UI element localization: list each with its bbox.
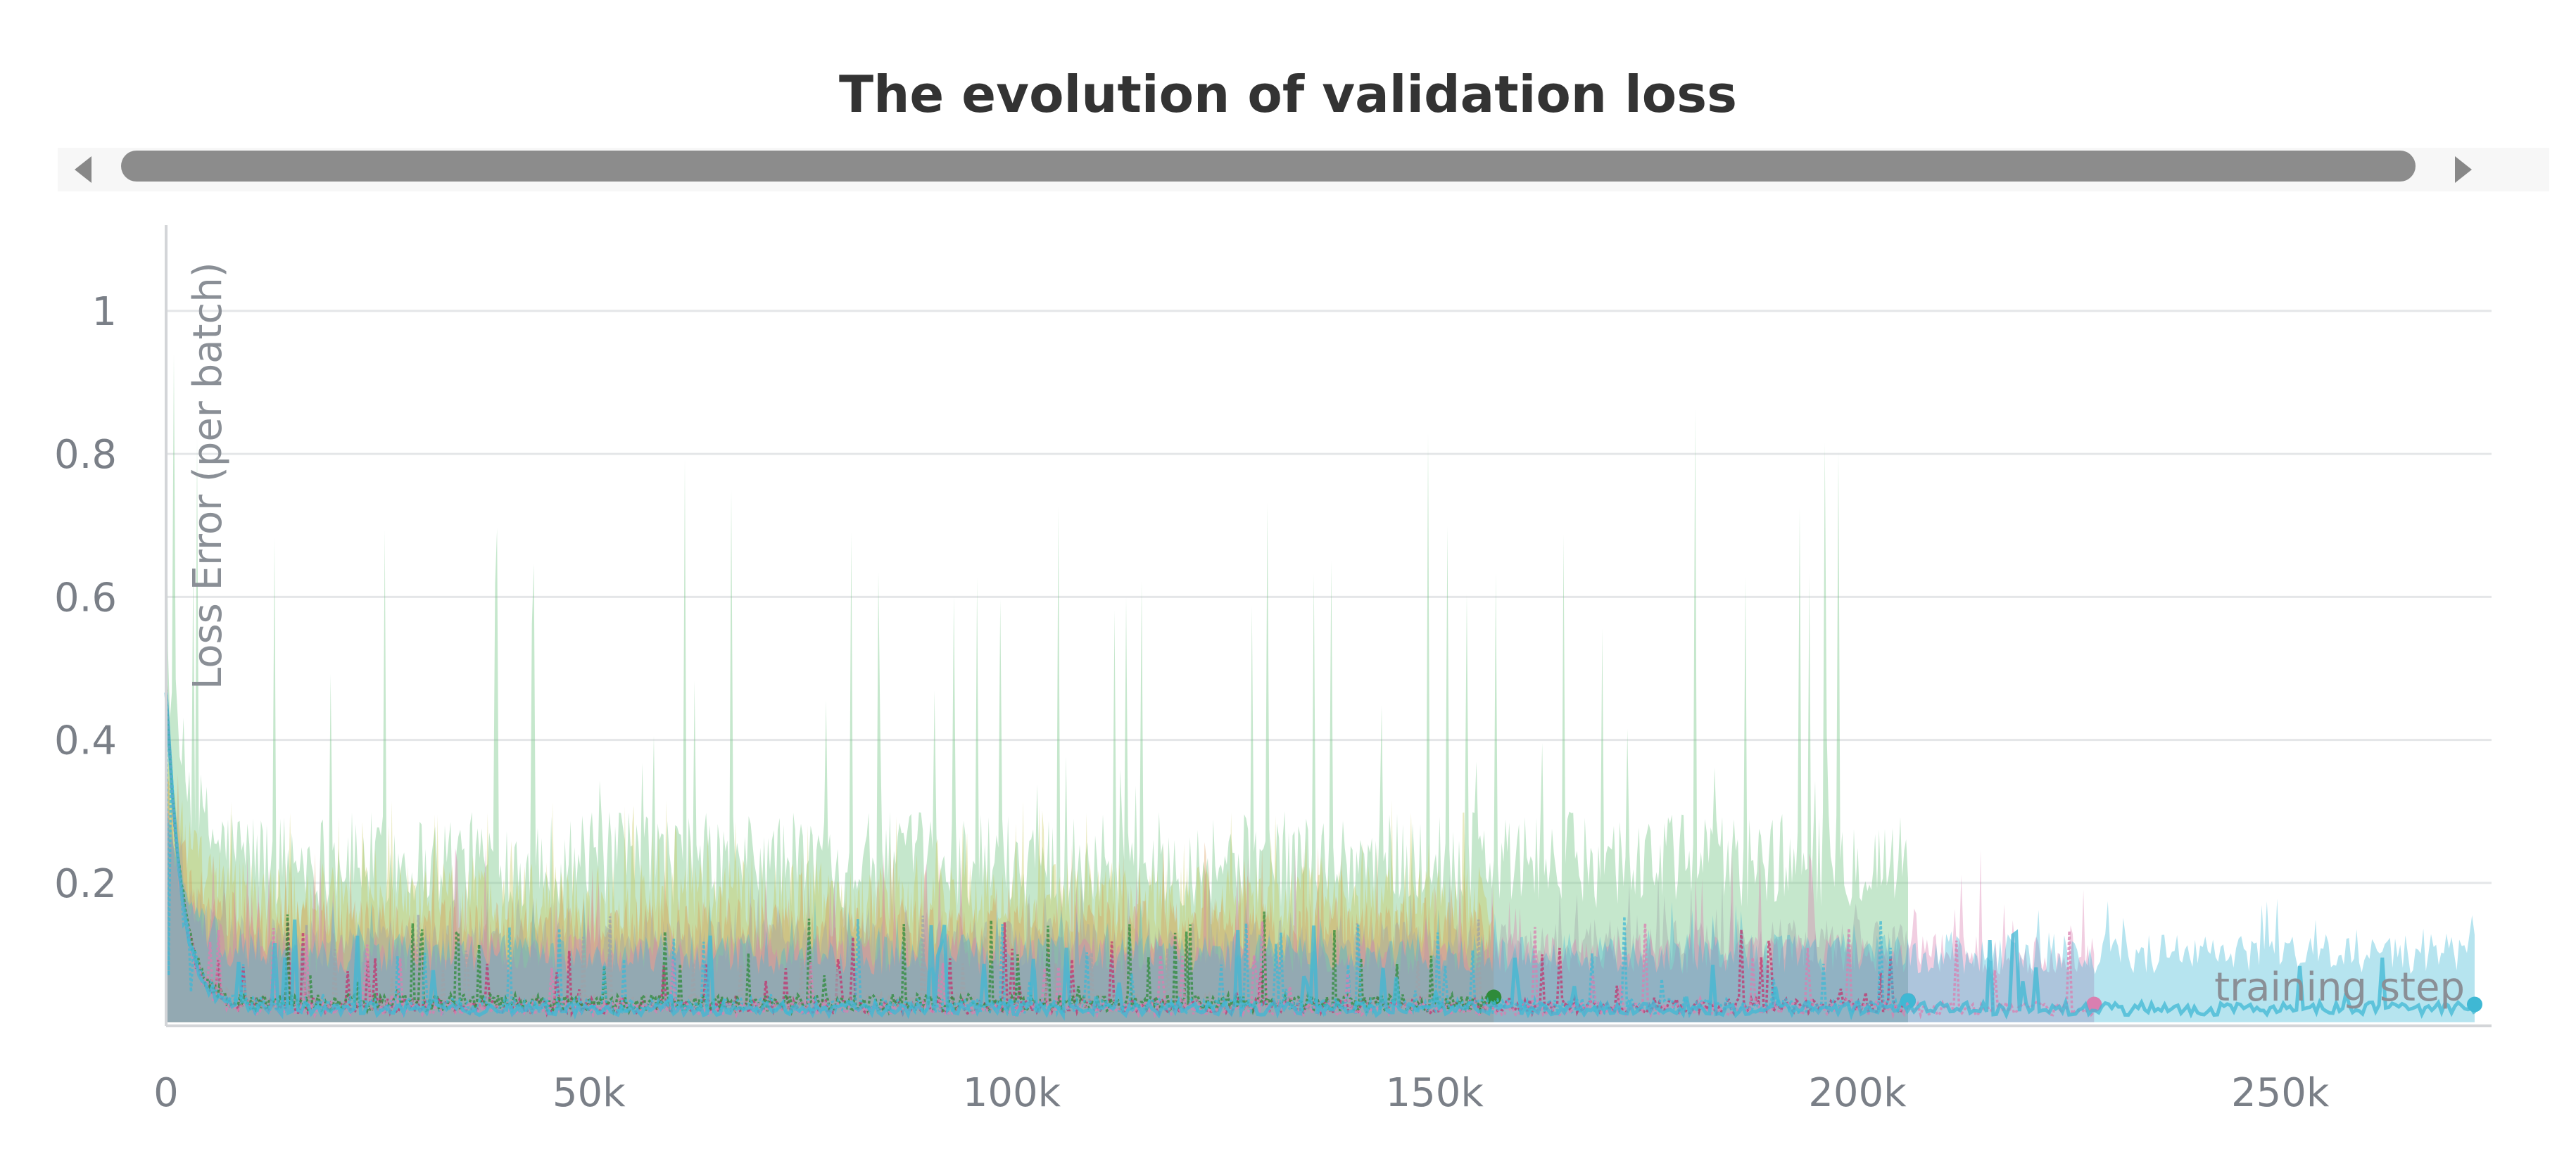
x-tick-label-4: 200k (1808, 1070, 1907, 1116)
y-axis-label: Loss Error (per batch) (185, 262, 231, 690)
y-tick-label-1: 0.4 (54, 718, 117, 764)
chart-title: The evolution of validation loss (839, 65, 1737, 124)
series-end-point-cyan (2466, 996, 2482, 1013)
y-tick-label-3: 0.8 (54, 432, 117, 478)
series-bands (166, 354, 2475, 1022)
triangle-left-icon[interactable] (75, 156, 91, 183)
series-band-orange (166, 774, 1494, 1022)
series-line-cyan (164, 692, 2477, 1021)
series-band-green (166, 354, 1908, 1022)
series-lines (164, 680, 2482, 1021)
x-tick-label-2: 100k (963, 1070, 1061, 1116)
x-axis-label: training step (2214, 965, 2465, 1010)
series-band-cyan (166, 799, 2475, 1022)
series-end-point-pink (2086, 996, 2102, 1013)
scrollbar-thumb[interactable] (121, 151, 2416, 182)
x-tick-labels: 0 50k 100k 150k 200k 250k (153, 1070, 2330, 1116)
series-band-yellow (166, 735, 1494, 1022)
y-tick-label-4: 1 (91, 289, 117, 335)
triangle-right-icon[interactable] (2455, 156, 2472, 183)
y-tick-label-2: 0.6 (54, 575, 117, 621)
axes (165, 225, 2492, 1027)
y-tick-labels: 0.2 0.4 0.6 0.8 1 (54, 289, 117, 907)
grid-lines (166, 310, 2492, 884)
y-tick-label-0: 0.2 (54, 861, 117, 907)
x-tick-label-3: 150k (1386, 1070, 1484, 1116)
x-tick-label-1: 50k (553, 1070, 626, 1116)
horizontal-scrollbar[interactable] (58, 148, 2549, 191)
series-band-pink (166, 809, 2095, 1022)
x-tick-label-5: 250k (2231, 1070, 2330, 1116)
series-end-point-gray (1900, 993, 1916, 1009)
x-tick-label-0: 0 (153, 1070, 179, 1116)
